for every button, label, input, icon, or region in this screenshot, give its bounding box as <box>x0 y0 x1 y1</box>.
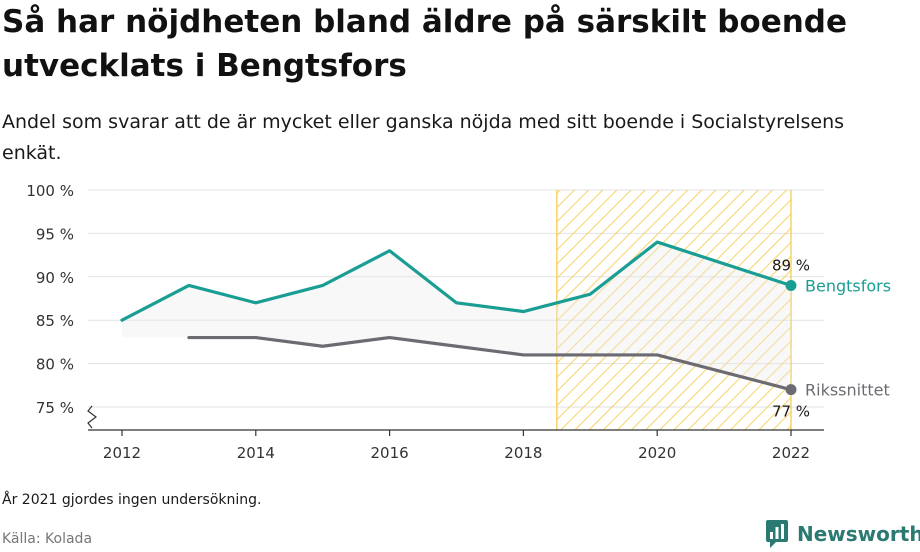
source-text: Källa: Kolada <box>2 531 93 547</box>
x-tick-label: 2016 <box>371 444 409 462</box>
chart-title: Så har nöjdheten bland äldre på särskilt… <box>2 4 848 84</box>
chart-subtitle: Andel som svarar att de är mycket eller … <box>2 111 845 164</box>
brand-logo: Newsworthy <box>765 519 920 549</box>
highlight-band <box>556 190 791 430</box>
axis-break-icon <box>87 405 97 429</box>
end-marker-riks <box>785 384 797 396</box>
end-value-label-bengtsfors: 89 % <box>772 256 810 274</box>
x-tick-label: 2014 <box>237 444 275 462</box>
y-tick-label: 100 % <box>26 182 74 200</box>
x-tick-label: 2020 <box>638 444 676 462</box>
brand-name: Newsworthy <box>797 522 920 546</box>
series-name-bengtsfors: Bengtsfors <box>805 276 891 295</box>
y-tick-label: 80 % <box>36 356 74 374</box>
y-tick-label: 75 % <box>36 399 74 417</box>
x-tick-label: 2022 <box>772 444 810 462</box>
footnote: År 2021 gjordes ingen undersökning. <box>2 492 262 508</box>
end-marker-bengtsfors <box>785 279 797 291</box>
y-tick-label: 95 % <box>36 225 74 243</box>
x-tick-label: 2018 <box>504 444 542 462</box>
newsworthy-logo-icon <box>766 520 788 548</box>
series-name-riks: Rikssnittet <box>805 381 890 400</box>
y-tick-label: 85 % <box>36 312 74 330</box>
difference-area <box>122 242 791 390</box>
series-line-bengtsfors <box>120 240 793 322</box>
y-tick-label: 90 % <box>36 269 74 287</box>
end-value-label-riks: 77 % <box>772 403 810 421</box>
x-tick-label: 2012 <box>103 444 141 462</box>
